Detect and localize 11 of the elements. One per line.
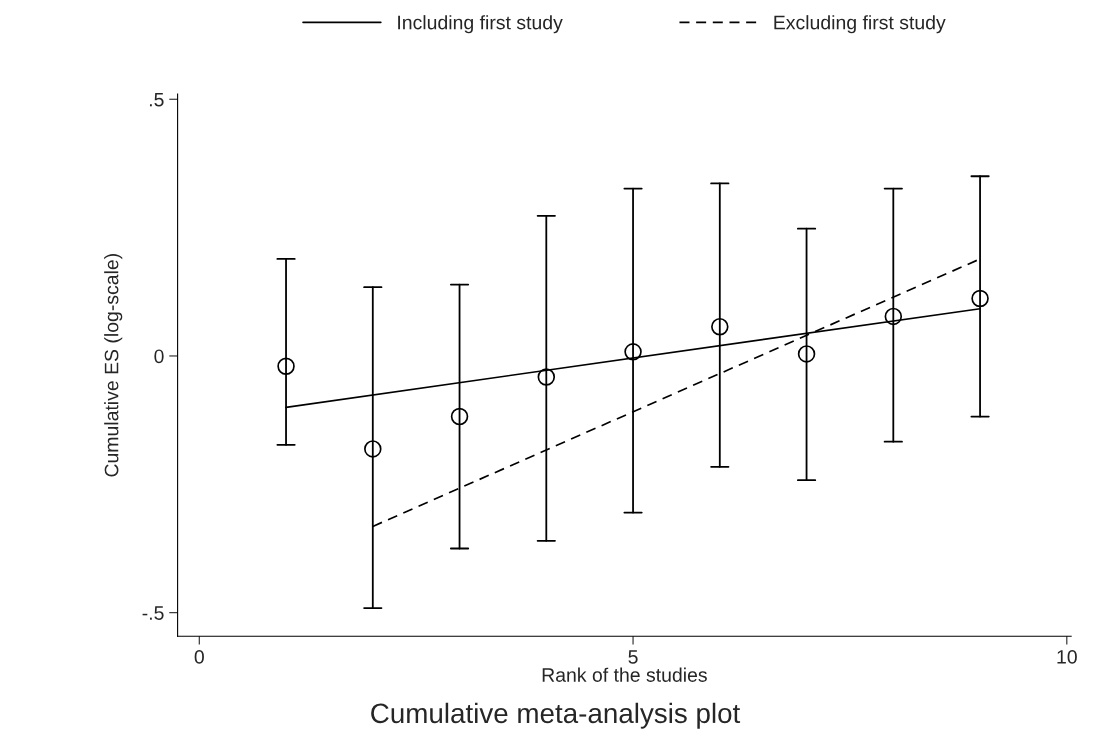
y-tick-label: .5 xyxy=(149,92,164,107)
text: Cumulative meta-analysis plot xyxy=(371,702,741,729)
x-tick-label: 5 xyxy=(628,650,638,664)
y-tick-label: 0 xyxy=(154,349,164,364)
y-axis-title: Cumulative ES (log-scale) xyxy=(104,254,123,477)
x-tick-label: 10 xyxy=(1057,649,1077,664)
legend-label: Including first study xyxy=(398,15,563,34)
legend-label: Excluding first study xyxy=(774,15,946,34)
y-tick-label: -.5 xyxy=(142,606,164,620)
x-axis-title: Rank of the studies xyxy=(542,667,707,682)
x-tick-label: 0 xyxy=(194,649,204,664)
